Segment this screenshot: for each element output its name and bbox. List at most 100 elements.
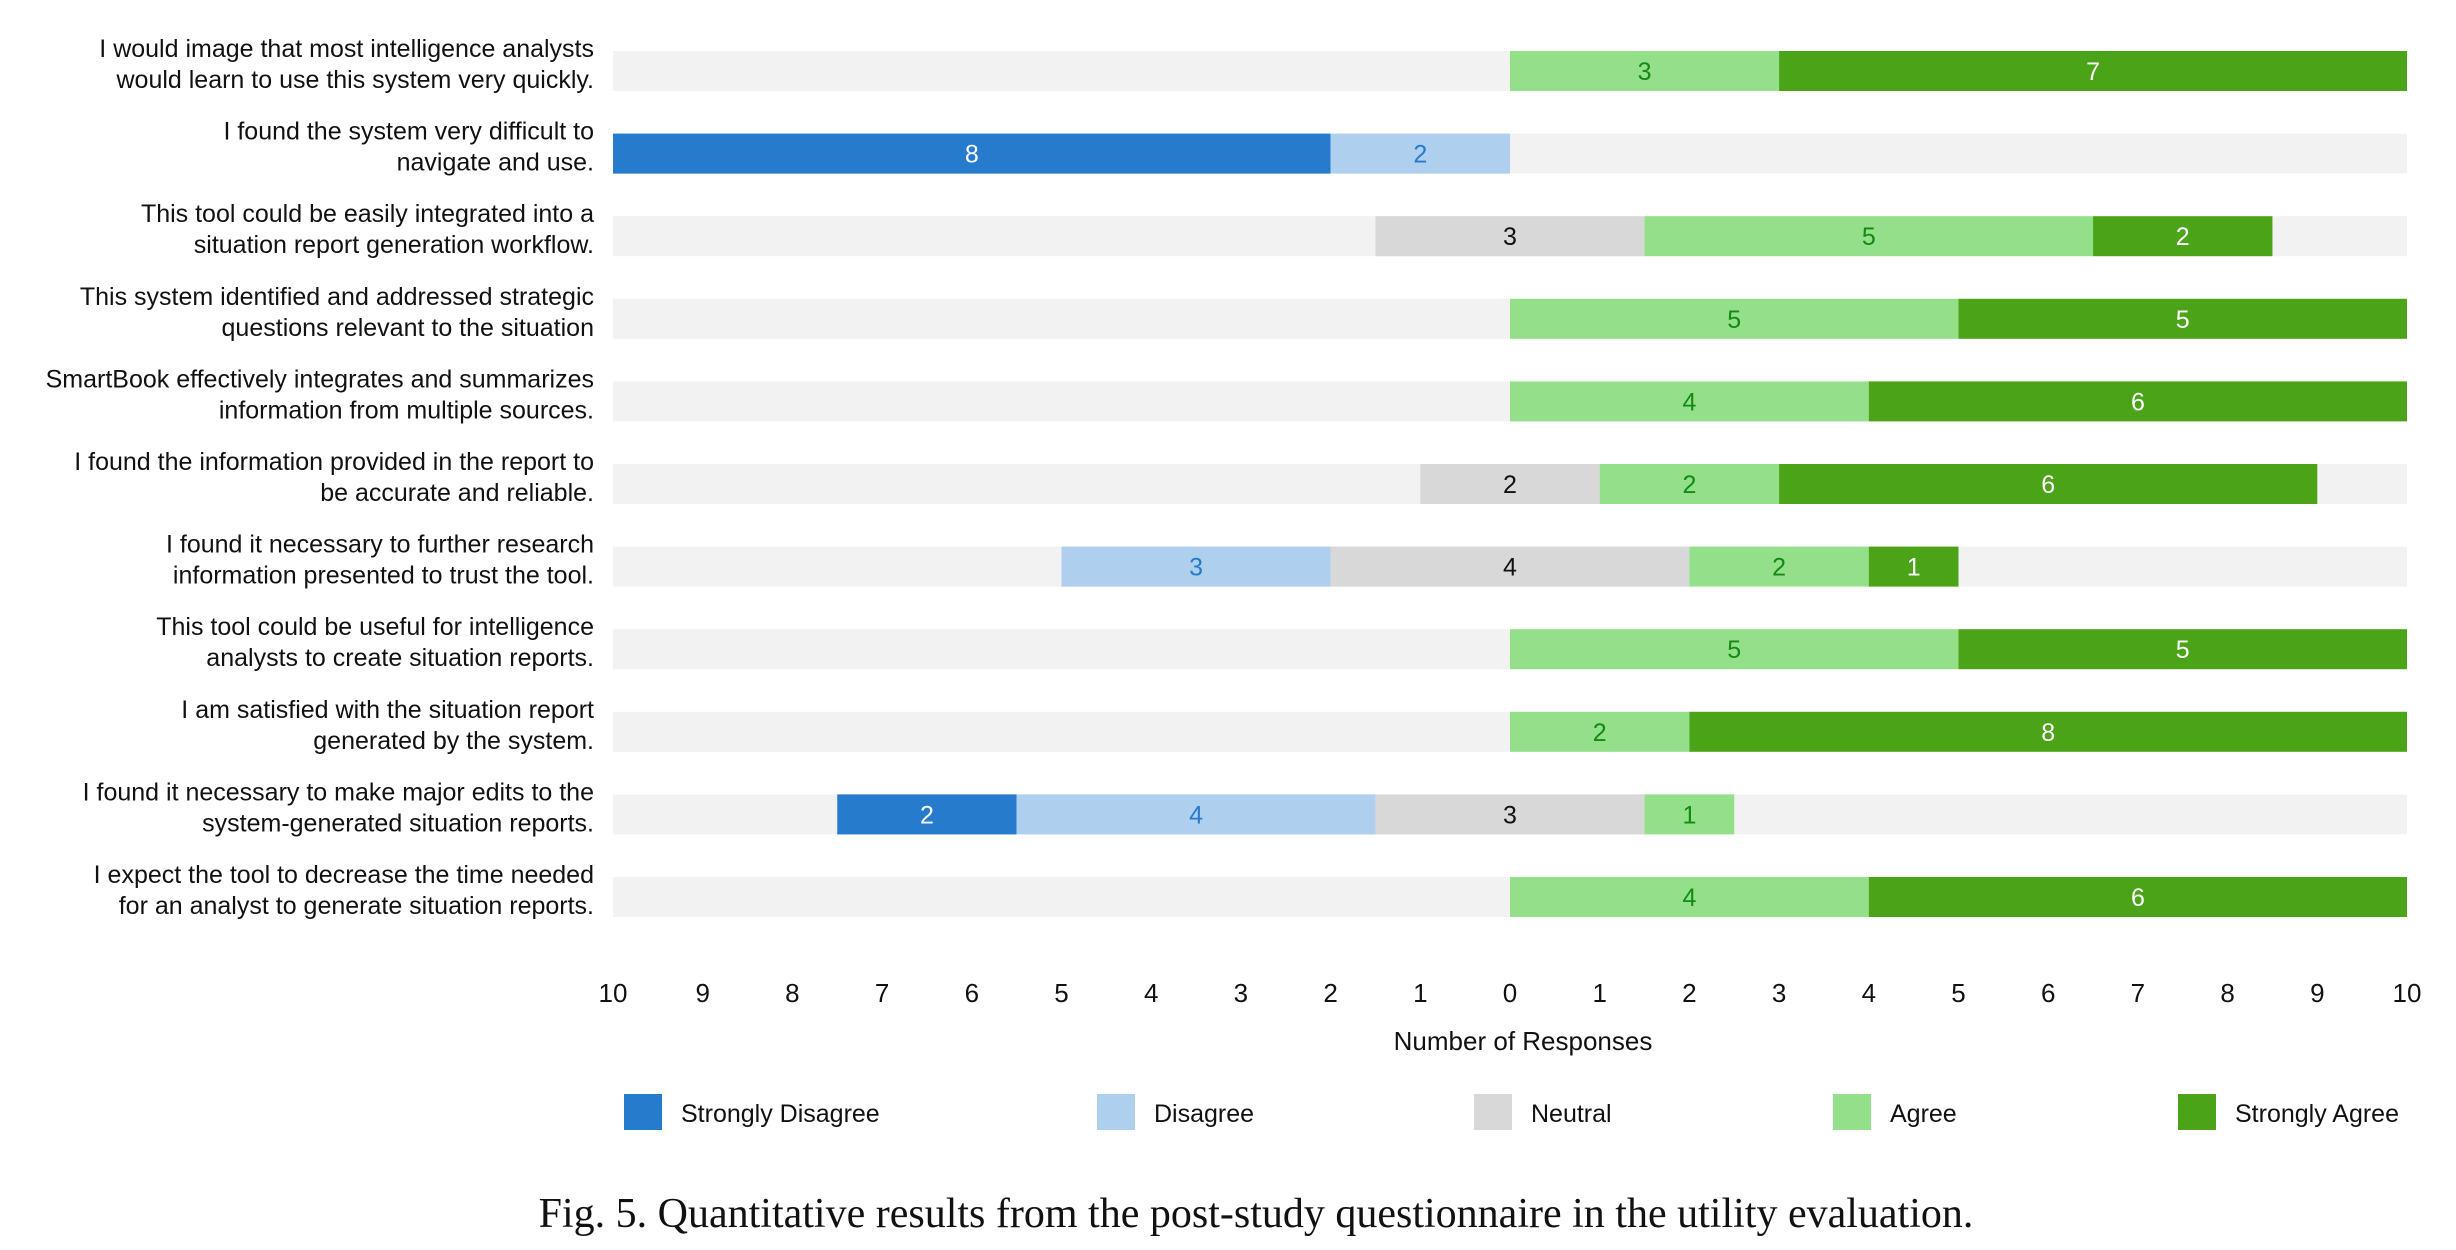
x-tick-label: 7 bbox=[2131, 978, 2145, 1008]
x-axis-ticks: 10 9 8 7 6 5 4 3 2 1 0 1 2 3 4 5 6 7 8 9 10 bbox=[599, 978, 2422, 1008]
bar-neutral bbox=[1375, 216, 1645, 257]
bar-disagree bbox=[1061, 546, 1331, 587]
bar-agree bbox=[1644, 216, 2094, 257]
bar-agree bbox=[1510, 629, 1959, 670]
x-tick-label: 2 bbox=[1323, 978, 1337, 1008]
x-tick-label: 5 bbox=[1951, 978, 1965, 1008]
data-label: 2 bbox=[1593, 719, 1607, 747]
statement-label: This tool could be useful for intelligen… bbox=[156, 613, 594, 672]
data-label: 2 bbox=[1503, 471, 1517, 499]
x-tick-label: 9 bbox=[2310, 978, 2324, 1008]
data-label: 5 bbox=[2176, 306, 2190, 334]
bar-agree bbox=[1599, 464, 1780, 504]
data-label: 4 bbox=[1503, 554, 1517, 582]
statement-label: This tool could be easily integrated int… bbox=[141, 200, 594, 259]
legend-swatch-neutral bbox=[1474, 1094, 1512, 1130]
data-label: 6 bbox=[2131, 388, 2145, 416]
bar-agree bbox=[1510, 298, 1959, 339]
bar-strongly-agree bbox=[1689, 711, 2407, 752]
x-tick-label: 0 bbox=[1503, 978, 1517, 1008]
x-tick-label: 6 bbox=[2041, 978, 2055, 1008]
statement-label: SmartBook effectively integrates and sum… bbox=[46, 365, 594, 424]
bar-agree bbox=[1510, 711, 1690, 752]
bar-strongly-agree bbox=[1779, 464, 2318, 504]
data-label: 3 bbox=[1503, 801, 1517, 829]
bar-agree bbox=[1510, 877, 1869, 917]
statement-labels: I would image that most intelligence ana… bbox=[46, 35, 594, 920]
statement-label: I found it necessary to make major edits… bbox=[83, 778, 594, 837]
bar-neutral bbox=[1420, 464, 1600, 504]
data-label: 4 bbox=[1682, 884, 1696, 912]
x-tick-label: 8 bbox=[2220, 978, 2234, 1008]
x-tick-label: 2 bbox=[1682, 978, 1696, 1008]
statement-label: I found the information provided in the … bbox=[74, 448, 594, 507]
data-label: 8 bbox=[965, 141, 979, 169]
figure-caption: Fig. 5. Quantitative results from the po… bbox=[539, 1191, 1974, 1237]
data-label: 5 bbox=[2176, 636, 2190, 664]
x-tick-label: 3 bbox=[1234, 978, 1248, 1008]
data-label: 7 bbox=[2086, 58, 2100, 86]
x-tick-label: 1 bbox=[1413, 978, 1427, 1008]
legend-swatch-strongly-agree bbox=[2178, 1094, 2216, 1130]
bar-neutral bbox=[1330, 546, 1690, 587]
bar-disagree bbox=[1330, 133, 1510, 174]
x-tick-label: 8 bbox=[785, 978, 799, 1008]
data-label: 1 bbox=[1682, 801, 1696, 829]
data-label: 8 bbox=[2041, 719, 2055, 747]
statement-label: I expect the tool to decrease the time n… bbox=[94, 861, 594, 920]
legend: Strongly Disagree Disagree Neutral Agree Str… bbox=[624, 1094, 2399, 1130]
bar-agree bbox=[1644, 794, 1735, 835]
legend-label: Agree bbox=[1890, 1100, 1957, 1128]
legend-swatch-strongly-disagree bbox=[624, 1094, 662, 1130]
data-label: 5 bbox=[1727, 306, 1741, 334]
statement-label: I found the system very difficult to navi… bbox=[223, 118, 594, 177]
bar-strongly-disagree bbox=[613, 133, 1331, 174]
data-label: 2 bbox=[1682, 471, 1696, 499]
data-label: 4 bbox=[1189, 801, 1203, 829]
data-label: 5 bbox=[1727, 636, 1741, 664]
x-tick-label: 4 bbox=[1862, 978, 1876, 1008]
statement-label: This system identified and addressed str… bbox=[80, 283, 594, 342]
x-tick-label: 5 bbox=[1054, 978, 1068, 1008]
statement-label: I found it necessary to further research… bbox=[166, 531, 594, 590]
legend-label: Strongly Agree bbox=[2235, 1100, 2399, 1128]
bar-neutral bbox=[1375, 794, 1645, 835]
data-label: 4 bbox=[1682, 388, 1696, 416]
x-tick-label: 9 bbox=[695, 978, 709, 1008]
statement-label: I am satisfied with the situation report… bbox=[181, 696, 594, 755]
x-tick-label: 1 bbox=[1592, 978, 1606, 1008]
data-label: 2 bbox=[1772, 554, 1786, 582]
data-label: 3 bbox=[1638, 58, 1652, 86]
bar-strongly-disagree bbox=[837, 794, 1017, 835]
x-axis-title: Number of Responses bbox=[1394, 1026, 1653, 1056]
data-label: 6 bbox=[2041, 471, 2055, 499]
x-tick-label: 10 bbox=[599, 978, 628, 1008]
bar-agree bbox=[1689, 546, 1869, 587]
data-label: 5 bbox=[1862, 223, 1876, 251]
data-label: 3 bbox=[1189, 554, 1203, 582]
bar-disagree bbox=[1016, 794, 1376, 835]
x-tick-label: 7 bbox=[875, 978, 889, 1008]
legend-swatch-disagree bbox=[1097, 1094, 1135, 1130]
bar-strongly-agree bbox=[1868, 381, 2407, 422]
x-tick-label: 6 bbox=[965, 978, 979, 1008]
bar-segments bbox=[613, 51, 2407, 917]
bar-strongly-agree bbox=[1779, 51, 2407, 91]
legend-label: Neutral bbox=[1531, 1100, 1612, 1128]
bar-strongly-agree bbox=[1958, 629, 2407, 670]
bar-strongly-agree bbox=[1868, 877, 2407, 917]
data-label: 1 bbox=[1907, 554, 1921, 582]
legend-swatch-agree bbox=[1833, 1094, 1871, 1130]
statement-label: I would image that most intelligence ana… bbox=[99, 35, 594, 94]
x-tick-label: 10 bbox=[2393, 978, 2422, 1008]
legend-label: Strongly Disagree bbox=[681, 1100, 880, 1128]
x-tick-label: 3 bbox=[1772, 978, 1786, 1008]
segment-labels: 3 7 8 2 3 5 2 5 5 4 6 2 2 6 3 4 2 1 5 5 2 8 2 4 3 1 4 6 bbox=[920, 58, 2190, 912]
bar-strongly-agree bbox=[2093, 216, 2273, 257]
data-label: 6 bbox=[2131, 884, 2145, 912]
x-tick-label: 4 bbox=[1144, 978, 1158, 1008]
data-label: 2 bbox=[2176, 223, 2190, 251]
legend-label: Disagree bbox=[1154, 1100, 1254, 1128]
bar-strongly-agree bbox=[1958, 298, 2407, 339]
